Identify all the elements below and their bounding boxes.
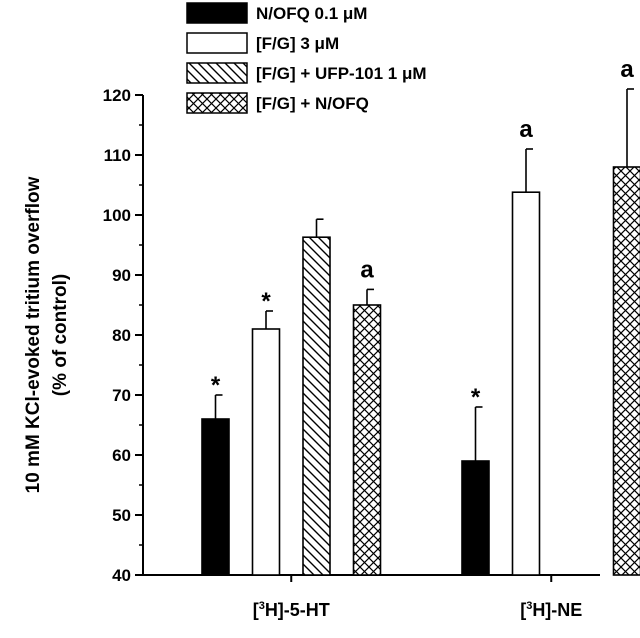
y-tick-label: 60 (112, 446, 131, 465)
significance-mark: a (360, 256, 374, 283)
legend-swatch (186, 32, 248, 54)
y-axis-title-line1: 10 mM KCl-evoked tritium overflow (23, 176, 44, 493)
y-tick-label: 100 (103, 206, 131, 225)
x-category-label: [3H]-5-HT (253, 600, 330, 620)
legend: N/OFQ 0.1 μM [F/G] 3 μM [F/G] + UFP-101 1 … (186, 2, 427, 114)
legend-label: N/OFQ 0.1 μM (256, 4, 367, 23)
bar (511, 191, 541, 576)
bar (461, 460, 490, 576)
y-tick-label: 80 (112, 326, 131, 345)
y-tick-label: 40 (112, 566, 131, 585)
legend-swatch (186, 2, 248, 24)
y-tick-label: 70 (112, 386, 131, 405)
y-tick-label: 120 (103, 86, 131, 105)
bar (201, 418, 230, 576)
significance-mark: * (261, 288, 271, 315)
y-tick-label: 110 (104, 146, 131, 165)
axes: 40 50 60 70 80 90 100 110 120 10 mM KCl-evoked tr… (23, 86, 600, 585)
significance-mark: * (471, 384, 481, 411)
bar (302, 236, 331, 576)
y-tick-label: 50 (112, 506, 131, 525)
x-category-label: [3H]-NE (520, 600, 582, 620)
bar (352, 304, 382, 576)
y-axis-title-line2: (% of control) (50, 274, 71, 396)
legend-label: [F/G] 3 μM (256, 34, 339, 53)
significance-mark: a (519, 116, 533, 143)
labels: [3H]-5-HT [3H]-NE * * * a a a (211, 56, 634, 620)
legend-swatch (186, 62, 248, 84)
legend-swatch (186, 92, 248, 114)
bars (201, 88, 640, 576)
bar (251, 328, 281, 576)
significance-mark: a (620, 56, 634, 83)
y-tick-label: 90 (112, 266, 131, 285)
significance-mark: * (211, 372, 221, 399)
legend-label: [F/G] + UFP-101 1 μM (256, 64, 427, 83)
bar (612, 166, 640, 576)
legend-label: [F/G] + N/OFQ (256, 94, 369, 113)
